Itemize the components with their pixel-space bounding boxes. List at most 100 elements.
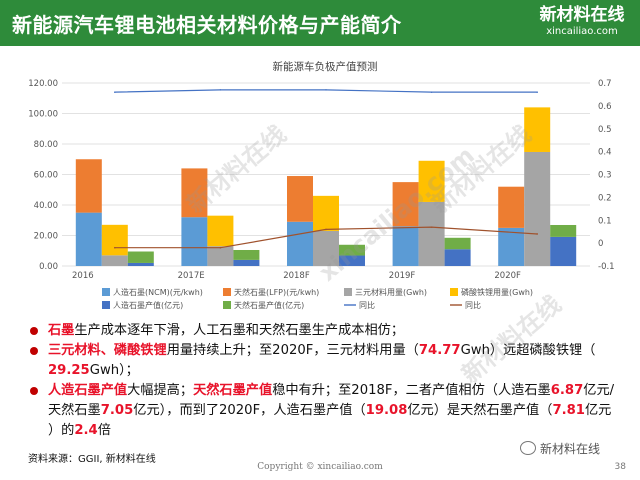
line-point-6-2 [325,89,327,91]
logo-text-en: xincailiao.com [546,26,618,37]
text-run: Gwh）； [89,363,139,378]
text-run: 倍 [97,423,111,438]
chart: 新能源车负极产值预测 0.00 20.00 40.00 60.00 80.00 100.0… [28,60,615,310]
bar-a-s1-0 [75,159,102,213]
y2-tick-label: 0.5 [598,125,612,135]
line-point-7-4 [536,233,538,235]
y-tick-label: 100.00 [28,110,58,120]
x-tick-label: 2020F [494,271,521,281]
wechat-label: 新材料在线 [540,442,601,456]
legend-label: 磷酸铁锂用量(Gwh) [461,287,533,297]
bar-c-s4-1 [233,259,260,266]
wechat-icon [520,441,536,455]
y2-tick-label: 0.1 [598,216,612,226]
x-tick-label: 2018F [283,271,310,281]
text-run: ）的 [48,423,75,438]
page-number: 38 [614,462,626,472]
bar-a-s0-0 [75,212,102,266]
text-run: 亿元）是天然石墨产值（ [407,403,553,418]
legend-swatch [223,301,231,309]
bar-c-s5-4 [550,224,577,237]
text-run: 7.05 [100,403,134,418]
line-point-6-1 [219,89,222,91]
wechat-badge: 新材料在线 [520,440,600,457]
bar-b-s2-4 [524,151,551,266]
bullet-item: 人造石墨产值大幅提高；天然石墨产值稳中有升；至2018F，二者产值相仿（人造石墨… [26,381,626,401]
bar-b-s3-3 [418,160,445,202]
text-run: Gwh）远超磷酸铁锂（ [460,343,596,358]
bar-a-s0-4 [498,227,525,266]
bullet-dot-icon [30,347,38,355]
line-point-6-3 [430,91,433,93]
text-run: 人造石墨产值 [48,383,128,398]
bar-c-s5-2 [339,244,365,256]
bar-c-s4-0 [127,262,154,266]
text-run: 74.77 [418,343,461,358]
text-run: 稳中有升；至2018F，二者产值相仿（人造石墨 [272,383,551,398]
legend-label: 天然石墨(LFP)(元/kwh) [234,287,319,297]
line-point-6-0 [114,91,116,93]
bar-a-s1-1 [181,168,208,218]
y2-tick-label: -0.1 [598,262,615,272]
bullet-dot-icon [30,387,38,395]
slide-title: 新能源汽车锂电池相关材料价格与产能简介 [12,13,402,37]
y-tick-label: 60.00 [34,171,58,181]
bullet-continuation: ）的2.4倍 [26,421,626,441]
legend-label: 人造石墨(NCM)(元/kwh) [113,287,203,297]
bar-c-s4-4 [550,236,577,266]
text-run: 用量持续上升；至2020F，三元材料用量（ [166,343,419,358]
y2-tick-label: 0.2 [598,193,612,203]
legend-label: 人造石墨产值(亿元) [113,300,183,310]
text-run: 亿元），而到了2020F，人造石墨产值（ [133,403,366,418]
text-run: 生产成本逐年下滑，人工石墨和天然石墨生产成本相仿； [74,323,405,338]
legend-label: 同比 [359,300,375,310]
bullet-list: 石墨生产成本逐年下滑，人工石墨和天然石墨生产成本相仿； 三元材料、磷酸铁锂用量持续… [26,321,626,441]
bar-b-s2-1 [207,246,234,266]
x-tick-label: 2016 [72,271,94,281]
bar-b-s3-1 [207,215,234,247]
legend-swatch [102,288,110,296]
bullet-dot-icon [30,327,38,335]
line-point-7-0 [114,246,116,249]
bar-b-s2-0 [101,255,128,266]
text-run: 石墨 [48,323,75,338]
bar-a-s1-4 [498,186,525,228]
bar-c-s5-0 [127,251,154,263]
line-point-7-3 [430,226,433,228]
line-point-6-4 [536,91,538,93]
text-run: 三元材料、磷酸铁锂 [48,343,167,358]
bar-a-s0-2 [287,221,313,266]
text-run: 亿元 [584,403,612,418]
legend: 人造石墨(NCM)(元/kwh) 天然石墨(LFP)(元/kwh) 三元材料用量(G… [102,287,533,310]
y-tick-label: 0.00 [39,262,58,272]
text-run: 7.81 [552,403,585,418]
legend-swatch [450,288,458,296]
source-note: 资料来源：GGII, 新材料在线 [28,454,156,465]
y2-tick-label: 0 [598,239,603,249]
y2-tick-label: 0.7 [598,79,612,89]
text-run: 大幅提高； [127,383,194,398]
bar-a-s1-3 [392,182,419,227]
copyright: Copyright © xincailiao.com [257,462,383,472]
bar-b-s2-2 [313,230,339,266]
bar-b-s3-2 [313,195,339,231]
text-run: 天然石墨产值 [193,383,273,398]
legend-swatch [344,288,352,296]
legend-swatch [223,288,231,296]
legend-label: 三元材料用量(Gwh) [355,287,427,297]
chart-title: 新能源车负极产值预测 [273,60,378,73]
bar-marks [75,107,577,266]
x-tick-label: 2017E [178,271,205,281]
bar-b-s2-3 [418,201,445,266]
bullet-item: 石墨生产成本逐年下滑，人工石墨和天然石墨生产成本相仿； [26,321,626,341]
bar-a-s0-1 [181,217,208,266]
bar-c-s5-3 [444,237,471,250]
text-run: 6.87 [550,383,584,398]
y-tick-label: 80.00 [34,140,58,150]
bullet-continuation: 天然石墨7.05亿元），而到了2020F，人造石墨产值（19.08亿元）是天然石… [26,401,626,421]
bar-a-s1-2 [287,176,313,222]
legend-label: 天然石墨产值(亿元) [234,300,304,310]
y2-tick-label: 0.3 [598,171,612,181]
line-point-7-1 [219,246,222,249]
line-point-7-2 [325,228,327,231]
